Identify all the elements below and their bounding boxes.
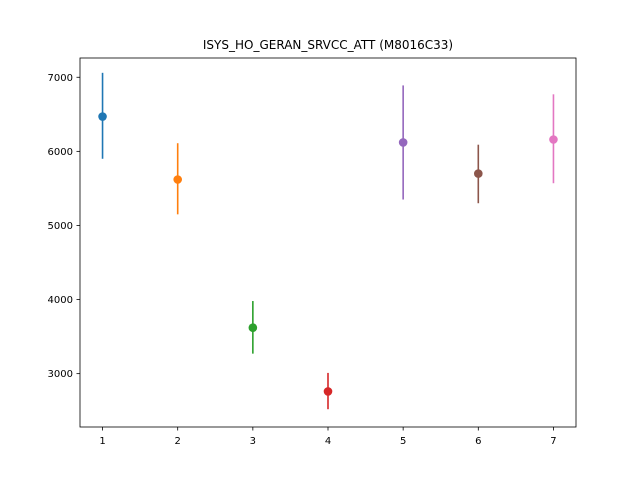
data-marks <box>98 72 558 410</box>
y-tick-label-3: 5000 <box>48 221 73 232</box>
y-tick-label-5: 7000 <box>48 73 73 84</box>
data-point-2 <box>173 175 182 184</box>
y-tick-label-1: 3000 <box>48 369 73 380</box>
axes: 1 2 3 4 5 6 7 3000 4000 5000 6000 7000 <box>48 57 577 447</box>
data-point-1 <box>98 112 107 121</box>
data-point-4 <box>323 387 333 396</box>
data-point-6 <box>474 169 483 178</box>
x-tick-label-7: 7 <box>550 436 556 447</box>
data-point-7 <box>549 135 558 144</box>
chart-title: ISYS_HO_GERAN_SRVCC_ATT (M8016C33) <box>203 38 453 52</box>
x-tick-label-1: 1 <box>99 436 105 447</box>
x-tick-label-4: 4 <box>325 436 331 447</box>
data-point-3 <box>248 323 258 333</box>
data-point-5 <box>398 138 408 147</box>
x-tick-label-5: 5 <box>400 436 406 447</box>
x-tick-label-6: 6 <box>475 436 481 447</box>
x-tick-label-3: 3 <box>250 436 256 447</box>
x-tick-label-2: 2 <box>175 436 181 447</box>
y-tick-label-2: 4000 <box>48 295 73 306</box>
y-tick-label-4: 6000 <box>48 147 73 158</box>
